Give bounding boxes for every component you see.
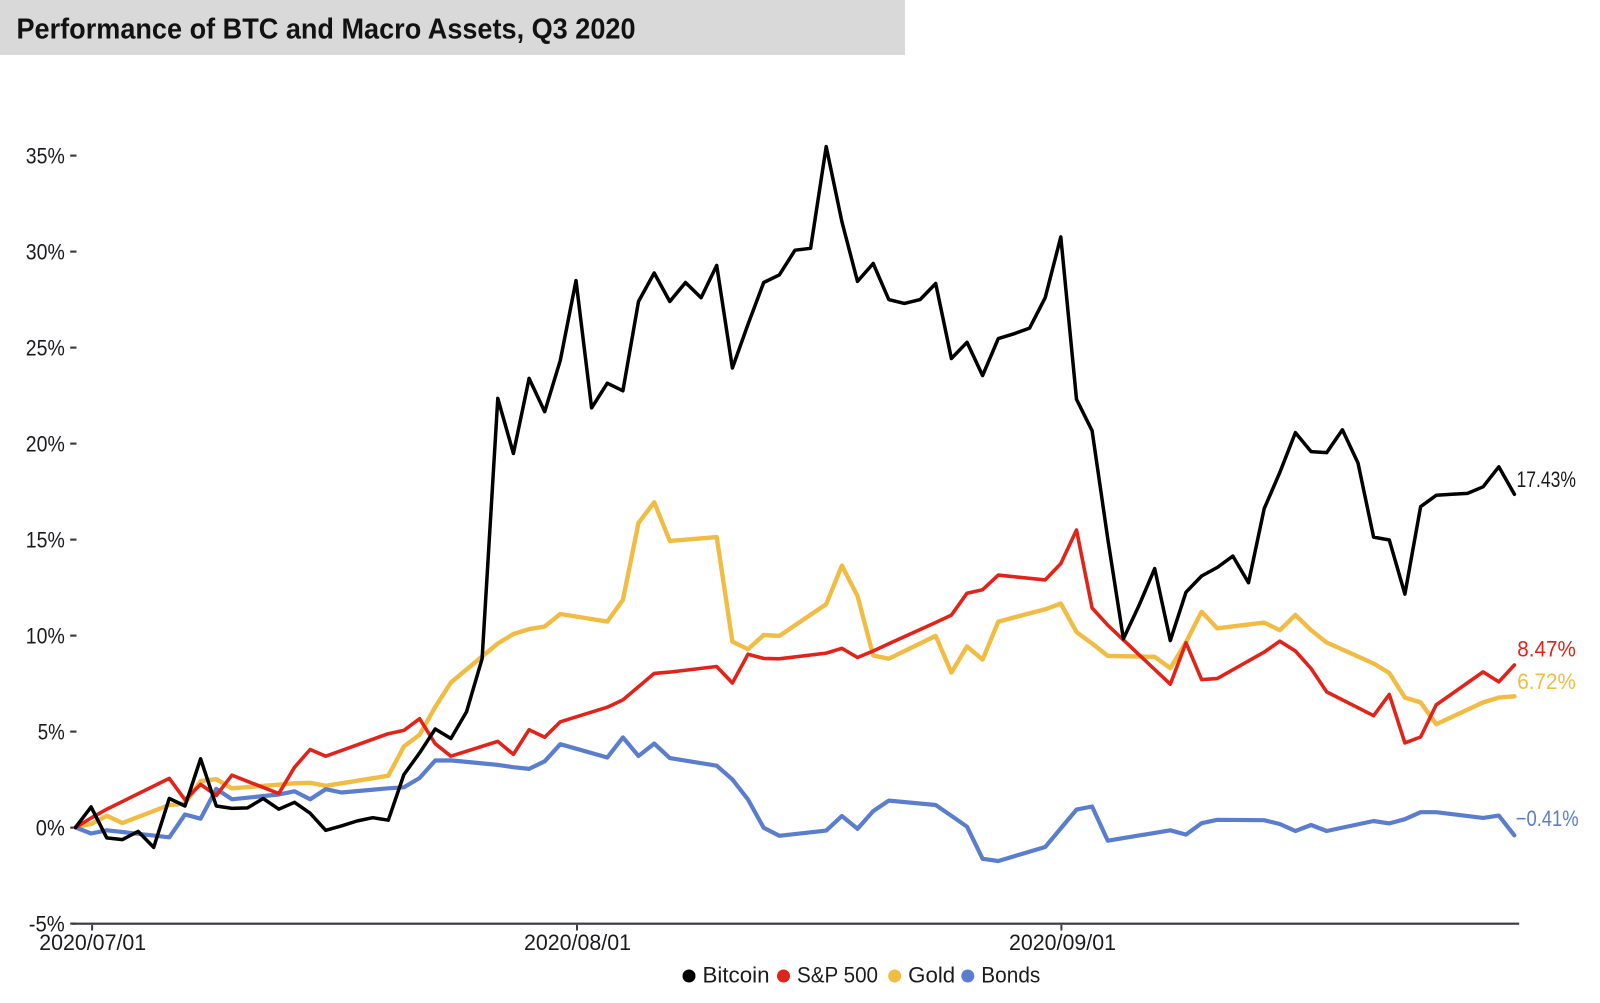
svg-text:8.47%: 8.47% [1517,637,1576,662]
svg-text:Gold: Gold [908,963,955,988]
svg-text:S&P 500: S&P 500 [797,963,878,988]
svg-text:10%: 10% [26,624,65,649]
svg-text:6.72%: 6.72% [1517,669,1576,694]
svg-text:15%: 15% [26,528,65,553]
svg-text:-5%: -5% [29,912,65,937]
svg-text:Bitcoin: Bitcoin [703,963,770,988]
svg-text:20%: 20% [26,432,65,457]
svg-text:30%: 30% [26,240,65,265]
svg-text:Bonds: Bonds [981,963,1040,988]
svg-text:0%: 0% [36,816,65,841]
svg-text:Performance of BTC and Macro A: Performance of BTC and Macro Assets, Q3 … [17,14,636,46]
svg-text:2020/09/01: 2020/09/01 [1009,930,1116,955]
svg-text:35%: 35% [26,144,65,169]
svg-text:2020/07/01: 2020/07/01 [39,930,146,955]
svg-text:2020/08/01: 2020/08/01 [524,930,631,955]
svg-text:17.43%: 17.43% [1517,467,1577,492]
svg-text:5%: 5% [38,720,65,745]
svg-text:−0.41%: −0.41% [1516,806,1579,831]
svg-text:25%: 25% [26,336,65,361]
